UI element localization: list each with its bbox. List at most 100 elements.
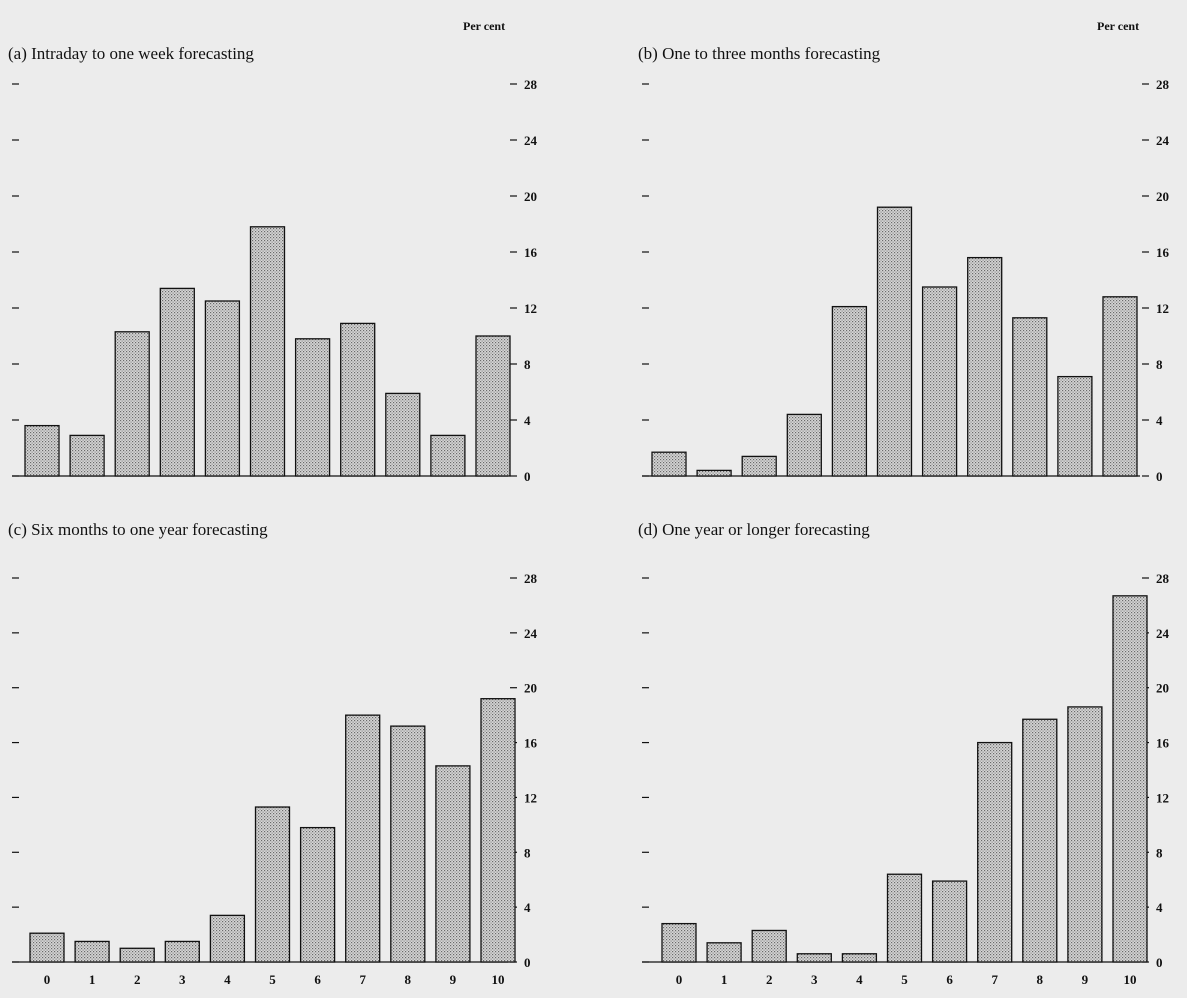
bar-7 [345, 714, 381, 963]
x-tick-label: 9 [450, 972, 457, 987]
y-tick-label: 4 [524, 900, 531, 915]
y-tick-label: 20 [524, 189, 537, 204]
bar-6 [294, 338, 331, 477]
bar-10 [1112, 595, 1148, 963]
bar-0 [661, 922, 697, 963]
bar-8 [385, 392, 421, 477]
bar-3 [159, 287, 195, 477]
panel-title: (d) One year or longer forecasting [638, 520, 870, 539]
bar-7 [977, 741, 1013, 963]
x-tick-label: 7 [991, 972, 998, 987]
y-tick-label: 12 [1156, 790, 1169, 805]
bar-4 [841, 953, 878, 963]
y-tick-label: 16 [524, 736, 538, 751]
y-tick-label: 4 [524, 413, 531, 428]
x-tick-label: 4 [224, 972, 231, 987]
bar-9 [435, 765, 471, 963]
y-tick-label: 24 [1156, 133, 1170, 148]
y-tick-label: 28 [1156, 571, 1170, 586]
bar-9 [1067, 706, 1103, 963]
x-tick-label: 3 [811, 972, 818, 987]
y-tick-label: 4 [1156, 900, 1163, 915]
bar-1 [74, 940, 110, 963]
y-tick-label: 24 [1156, 626, 1170, 641]
panel-title: (c) Six months to one year forecasting [8, 520, 268, 539]
bar-3 [796, 953, 832, 963]
bar-0 [24, 424, 60, 477]
x-tick-label: 5 [269, 972, 276, 987]
x-tick-label: 9 [1082, 972, 1089, 987]
y-tick-label: 0 [524, 469, 531, 484]
bar-4 [209, 914, 246, 963]
x-tick-label: 3 [179, 972, 186, 987]
bar-2 [119, 947, 155, 963]
chart-panel-c: (c) Six months to one year forecasting 0 4… [8, 520, 538, 987]
bar-1 [706, 942, 742, 963]
bar-6 [299, 826, 336, 963]
x-tick-label: 2 [766, 972, 773, 987]
y-tick-label: 16 [1156, 736, 1170, 751]
x-tick-label: 10 [1124, 972, 1137, 987]
y-tick-label: 20 [524, 681, 537, 696]
bar-7 [340, 322, 376, 477]
bar-10 [480, 698, 516, 963]
x-tick-label: 6 [946, 972, 953, 987]
bar-3 [786, 413, 822, 477]
bar-0 [29, 932, 65, 963]
y-tick-label: 12 [524, 301, 537, 316]
bar-8 [1012, 317, 1048, 477]
y-unit-label: Per cent [1097, 19, 1139, 33]
y-tick-label: 12 [1156, 301, 1169, 316]
y-tick-label: 16 [524, 245, 538, 260]
y-unit-label: Per cent [463, 19, 505, 33]
bar-0 [651, 451, 687, 477]
y-tick-label: 28 [524, 77, 538, 92]
chart-panel-d: (d) One year or longer forecasting048121… [638, 520, 1170, 987]
bar-5 [886, 873, 923, 963]
y-tick-label: 0 [1156, 469, 1163, 484]
x-tick-label: 10 [492, 972, 505, 987]
bar-1 [696, 469, 732, 477]
y-tick-label: 20 [1156, 189, 1169, 204]
bar-1 [69, 434, 105, 477]
bar-7 [967, 256, 1003, 477]
x-tick-label: 1 [721, 972, 728, 987]
x-tick-label: 5 [901, 972, 908, 987]
panel-title: (b) One to three months forecasting [638, 44, 881, 63]
bar-2 [114, 331, 150, 477]
y-tick-label: 28 [1156, 77, 1170, 92]
bar-2 [751, 929, 787, 963]
bar-9 [1057, 375, 1093, 477]
x-tick-label: 8 [1037, 972, 1044, 987]
bar-5 [254, 806, 291, 963]
x-tick-label: 6 [314, 972, 321, 987]
y-tick-label: 28 [524, 571, 538, 586]
y-tick-label: 0 [524, 955, 531, 970]
bar-10 [1102, 296, 1138, 477]
y-tick-label: 16 [1156, 245, 1170, 260]
x-tick-label: 2 [134, 972, 141, 987]
bar-5 [876, 206, 913, 477]
panel-title: (a) Intraday to one week forecasting [8, 44, 254, 63]
chart-panel-b: (b) One to three months forecasting Per c… [638, 19, 1170, 484]
bar-4 [831, 305, 868, 477]
x-tick-label: 8 [405, 972, 412, 987]
y-tick-label: 0 [1156, 955, 1163, 970]
bar-10 [475, 335, 511, 477]
bar-9 [430, 434, 466, 477]
bar-3 [164, 940, 200, 963]
bar-8 [390, 725, 426, 963]
chart-panel-a: (a) Intraday to one week forecasting Per … [8, 19, 538, 484]
x-tick-label: 7 [359, 972, 366, 987]
y-tick-label: 4 [1156, 413, 1163, 428]
bar-8 [1022, 718, 1058, 963]
x-tick-label: 1 [89, 972, 96, 987]
y-tick-label: 20 [1156, 681, 1169, 696]
x-tick-label: 0 [676, 972, 683, 987]
bar-5 [249, 226, 286, 477]
bar-6 [931, 880, 968, 963]
y-tick-label: 24 [524, 626, 538, 641]
bar-4 [204, 300, 241, 477]
